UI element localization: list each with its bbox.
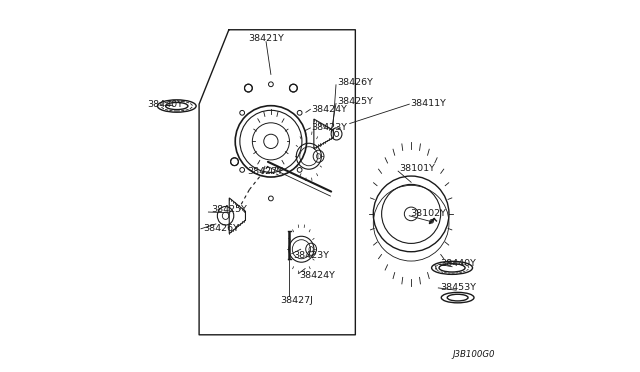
Text: 38101Y: 38101Y xyxy=(399,164,435,173)
Text: 38440Y: 38440Y xyxy=(147,100,183,109)
Text: 38102Y: 38102Y xyxy=(410,209,446,218)
Text: 38424Y: 38424Y xyxy=(311,105,347,114)
Text: 38423Y: 38423Y xyxy=(311,124,347,132)
Text: 38423Y: 38423Y xyxy=(293,251,329,260)
Text: 38426Y: 38426Y xyxy=(203,224,239,232)
Text: 38425Y: 38425Y xyxy=(337,97,373,106)
Ellipse shape xyxy=(230,158,238,166)
Text: J3B100G0: J3B100G0 xyxy=(452,350,495,359)
Ellipse shape xyxy=(289,84,298,92)
Text: 38427J: 38427J xyxy=(280,296,313,305)
Text: 38421Y: 38421Y xyxy=(248,34,284,43)
Text: 38427Y: 38427Y xyxy=(248,167,284,176)
Text: 38453Y: 38453Y xyxy=(440,283,476,292)
Ellipse shape xyxy=(244,84,252,92)
Text: 38424Y: 38424Y xyxy=(300,271,335,280)
Text: 38440Y: 38440Y xyxy=(440,259,476,268)
Text: 38411Y: 38411Y xyxy=(410,99,446,108)
Text: 38425Y: 38425Y xyxy=(211,205,247,214)
Text: 38426Y: 38426Y xyxy=(337,78,373,87)
